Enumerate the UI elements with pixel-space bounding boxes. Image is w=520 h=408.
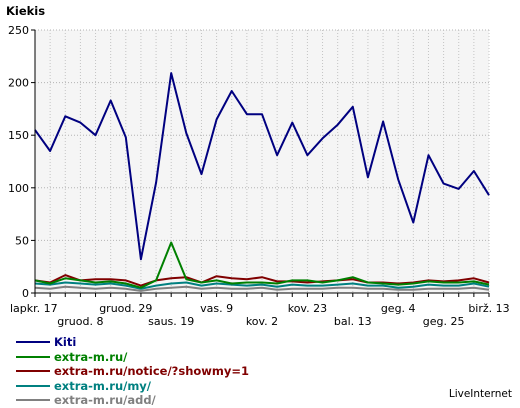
series-line [34,281,490,290]
y-axis-label: Kiekis [6,4,45,18]
y-tick-label: 100 [8,182,29,195]
y-tick-label: 200 [8,77,29,90]
x-tick-label: bal. 13 [334,315,372,328]
legend-label: extra-m.ru/notice/?showmy=1 [54,364,250,379]
brand-label: LiveInternet [448,388,512,400]
line-chart: Kiekis 0 50 100 150 200 250 lapkr. 17 gruod. 2… [6,4,510,328]
grid-lines [34,29,490,293]
legend-swatch [16,399,50,402]
axes [34,30,489,294]
legend-item: extra-m.ru/notice/?showmy=1 [16,364,249,379]
x-tick-label: saus. 19 [148,315,194,328]
y-axis-ticks: 0 50 100 150 200 250 [8,24,35,300]
x-tick-label: kov. 2 [246,315,278,328]
x-tick-label: geg. 4 [381,302,416,315]
y-tick-label: 250 [8,24,29,37]
legend-swatch [16,341,50,344]
legend-label: extra-m.ru/my/ [54,378,152,393]
y-tick-label: 150 [8,129,29,142]
legend-swatch [16,370,50,373]
legend: Kiti extra-m.ru/extra-m.ru/notice/?showmy… [16,335,249,408]
series-line [34,72,490,261]
legend-item: extra-m.ru/add/ [16,393,249,408]
x-tick-label: gruod. 29 [99,302,152,315]
legend-label: extra-m.ru/ [54,349,128,364]
y-tick-label: 50 [15,234,29,247]
legend-label: extra-m.ru/add/ [54,393,156,408]
x-tick-label: lapkr. 17 [10,302,58,315]
x-tick-label: kov. 23 [288,302,327,315]
series-lines [34,72,490,292]
x-tick-label: gruod. 8 [57,315,103,328]
legend-swatch [16,355,50,358]
y-tick-label: 0 [22,287,29,300]
legend-item: Kiti [16,335,249,350]
x-tick-label: geg. 25 [423,315,465,328]
legend-item: extra-m.ru/ [16,350,249,365]
series-line [34,285,490,292]
legend-swatch [16,384,50,387]
x-tick-label: vas. 9 [200,302,233,315]
legend-label: Kiti [54,335,77,350]
x-tick-label: birž. 13 [468,302,509,315]
x-axis-ticks: lapkr. 17 gruod. 29 vas. 9 kov. 23 geg. 4 bir… [10,293,510,328]
legend-item: extra-m.ru/my/ [16,379,249,394]
series-line [34,241,490,289]
